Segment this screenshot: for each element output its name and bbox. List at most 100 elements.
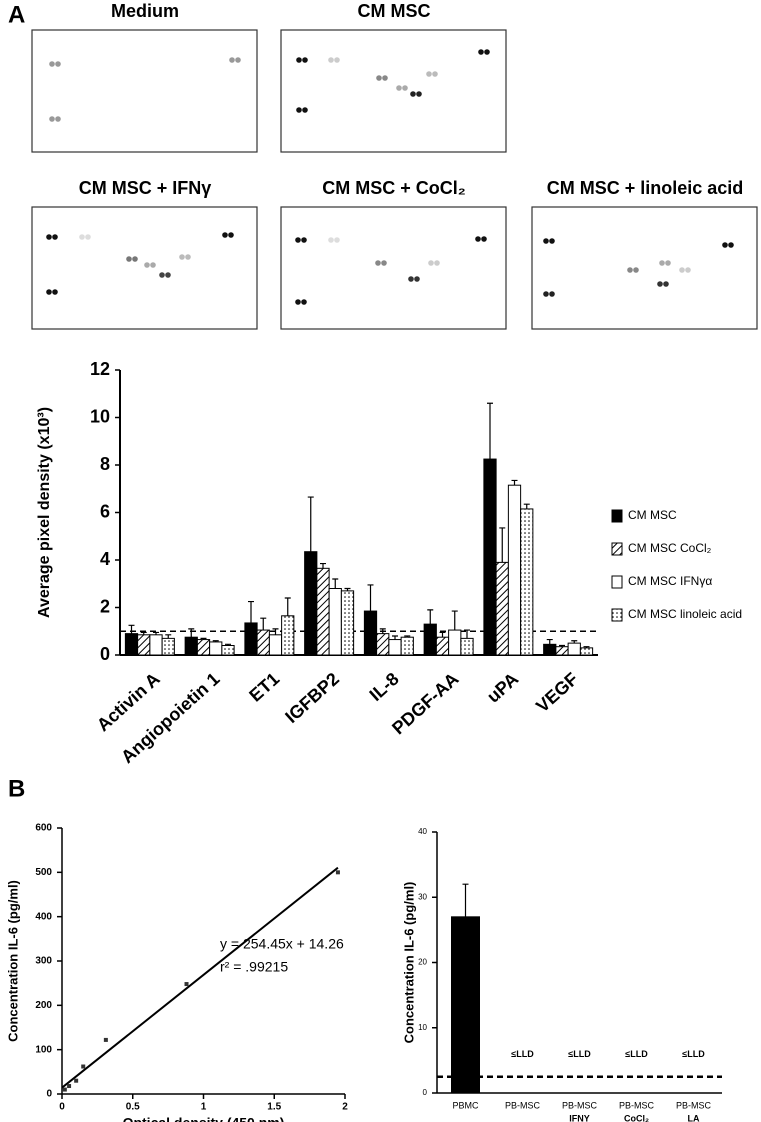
bar <box>423 623 437 656</box>
legend-label: CM MSC linoleic acid <box>628 607 742 621</box>
bar <box>221 645 235 656</box>
blot-spot <box>663 281 669 287</box>
x-tick-label: uPA <box>483 669 522 707</box>
blot-spot <box>728 242 734 248</box>
bar <box>149 634 163 656</box>
x-tick-label: 1 <box>201 1102 207 1113</box>
y-axis-label: Average pixel density (x10³) <box>36 407 53 618</box>
bar <box>328 588 342 656</box>
blot-title: CM MSC + IFNγ <box>79 178 212 198</box>
blot-spot <box>52 234 58 240</box>
y-tick-label: 6 <box>100 501 110 521</box>
blot-spot <box>150 262 156 268</box>
y-tick-label: 500 <box>35 867 52 878</box>
blot-spot <box>659 260 665 266</box>
blot-frame <box>31 29 258 153</box>
x-tick-label: ET1 <box>245 669 283 706</box>
bar <box>304 551 318 656</box>
legend-swatch <box>611 575 623 589</box>
blot-spot <box>49 116 55 122</box>
error-bar <box>224 643 231 646</box>
y-tick-label: 0 <box>46 1089 52 1100</box>
blot-spot <box>402 85 408 91</box>
blot-spot <box>396 85 402 91</box>
y-tick-label: 30 <box>418 892 427 901</box>
blot-spot <box>410 91 416 97</box>
bar <box>483 458 497 656</box>
error-bar <box>188 628 195 638</box>
bar <box>579 647 594 656</box>
bar <box>388 639 402 656</box>
error-bar <box>462 883 469 917</box>
x-tick-label: VEGF <box>532 669 582 717</box>
fit-line <box>61 866 339 1089</box>
blot-title: Medium <box>111 1 179 21</box>
blot-spot <box>475 236 481 242</box>
blot-spot <box>46 234 52 240</box>
bar <box>567 642 581 656</box>
bar <box>256 629 270 656</box>
y-tick-label: 12 <box>90 359 110 379</box>
error-bar <box>559 644 566 647</box>
bar <box>460 637 474 656</box>
blot-spot <box>679 267 685 273</box>
blot-title: CM MSC <box>358 1 431 21</box>
y-tick-label: 400 <box>35 911 52 922</box>
legend-label: CM MSC <box>628 508 677 522</box>
blot-spot <box>414 276 420 282</box>
point <box>62 1087 67 1092</box>
y-axis-label: Concentration IL-6 (pg/ml) <box>401 882 416 1044</box>
blot-spot <box>328 237 334 243</box>
x-tick-label: 1.5 <box>267 1102 281 1113</box>
error-bar <box>463 629 470 639</box>
bar <box>209 641 223 656</box>
blot-frame <box>280 29 507 153</box>
bar <box>448 629 462 656</box>
value-label: ≤LLD <box>511 1049 534 1059</box>
error-bar <box>320 562 327 569</box>
error-bar <box>571 640 578 644</box>
blot-title: CM MSC + CoCl₂ <box>322 178 466 198</box>
value-label: ≤LLD <box>682 1049 705 1059</box>
blot-spot <box>408 276 414 282</box>
error-bar <box>140 631 147 635</box>
blot-spot <box>222 232 228 238</box>
bar <box>520 508 534 656</box>
point <box>74 1078 79 1083</box>
x-axis-label: Optical density (450 nm) <box>123 1115 285 1122</box>
legend-label: CM MSC CoCl₂ <box>628 541 712 555</box>
error-bar <box>487 402 494 460</box>
bar <box>555 646 569 656</box>
blot-frame <box>531 206 758 330</box>
blot-spot <box>376 75 382 81</box>
blot-spot <box>185 254 191 260</box>
annotation: r² = .99215 <box>220 959 288 975</box>
y-tick-label: 20 <box>418 958 427 967</box>
error-bar <box>451 610 458 631</box>
error-bar <box>427 609 434 625</box>
legend-swatch <box>611 509 623 523</box>
legend-swatch <box>611 608 623 622</box>
blot-spot <box>301 299 307 305</box>
blot-spot <box>334 237 340 243</box>
blot-spot <box>302 57 308 63</box>
bar <box>196 639 211 656</box>
blot-spot <box>165 272 171 278</box>
y-tick-label: 0 <box>100 644 110 664</box>
bar <box>400 636 414 656</box>
blot-spot <box>132 256 138 262</box>
y-tick-label: 40 <box>418 827 427 836</box>
blot-spot <box>428 260 434 266</box>
bar <box>161 637 175 656</box>
x-tick-label: 2 <box>342 1102 348 1113</box>
legend-label: CM MSC IFNγα <box>628 574 712 588</box>
x-tick-label: PB-MSC <box>619 1100 655 1110</box>
x-tick-label: PB-MSC <box>562 1100 598 1110</box>
y-tick-label: 600 <box>35 823 52 834</box>
bar <box>495 561 509 656</box>
x-tick-label: PDGF-AA <box>388 669 462 739</box>
y-tick-label: 10 <box>418 1023 427 1032</box>
blot-spot <box>52 289 58 295</box>
error-bar <box>152 631 159 635</box>
point <box>103 1037 108 1042</box>
